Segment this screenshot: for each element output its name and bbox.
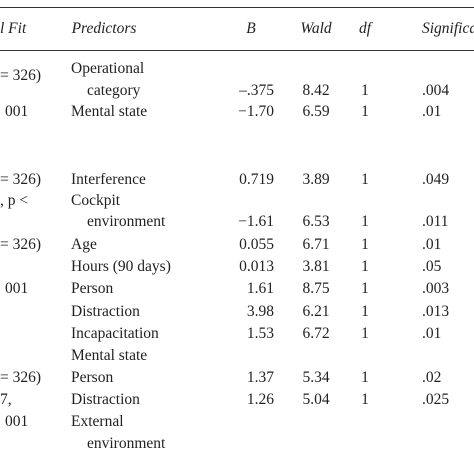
df-cell: 1 [361, 325, 369, 342]
df-cell: 1 [361, 236, 369, 253]
predictor-cell: External [71, 413, 124, 430]
B-cell: 0.013 [239, 258, 274, 275]
wald-cell: 5.04 [302, 391, 330, 408]
df-cell: 1 [361, 369, 369, 386]
wald-cell: 8.42 [302, 82, 330, 99]
header-cell: df [358, 20, 372, 37]
predictor-cell: category [87, 82, 141, 99]
wald-cell: 3.89 [302, 171, 330, 188]
significance-cell: .049 [422, 171, 450, 188]
B-cell: −1.70 [238, 103, 274, 120]
model-fit-cell: 001 [5, 280, 29, 297]
significance-cell: .003 [422, 280, 450, 297]
header-cell: Predictors [71, 20, 137, 37]
wald-cell: 6.59 [302, 103, 330, 120]
predictor-cell: Person [71, 280, 114, 297]
predictor-cell: Person [71, 369, 114, 386]
significance-cell: .011 [422, 213, 449, 230]
model-fit-cell: = 326) [0, 369, 42, 386]
B-cell: −1.61 [238, 213, 274, 230]
df-cell: 1 [361, 280, 369, 297]
B-cell: –.375 [239, 82, 274, 99]
B-cell: 1.37 [246, 369, 274, 386]
model-fit-cell: , p < [0, 192, 29, 209]
wald-cell: 8.75 [302, 280, 330, 297]
B-cell: 1.61 [246, 280, 274, 297]
predictor-cell: environment [87, 213, 166, 230]
wald-cell: 3.81 [302, 258, 330, 275]
header-cell: Wald [300, 20, 332, 37]
B-cell: 3.98 [246, 303, 274, 320]
model-fit-cell: = 326) [0, 67, 42, 84]
top-rule [0, 7, 474, 8]
significance-cell: .01 [422, 236, 442, 253]
predictor-cell: Cockpit [71, 192, 121, 209]
wald-cell: 6.53 [302, 213, 330, 230]
predictor-cell: Distraction [71, 303, 140, 320]
predictor-cell: environment [87, 435, 166, 452]
model-fit-cell: = 326) [0, 171, 42, 188]
wald-cell: 6.71 [302, 236, 330, 253]
header-rule [0, 50, 474, 51]
significance-cell: .05 [422, 258, 442, 275]
header-cell: B [246, 20, 256, 37]
predictor-cell: Age [71, 236, 97, 253]
df-cell: 1 [361, 103, 369, 120]
predictor-cell: Interference [71, 171, 146, 188]
predictor-cell: Hours (90 days) [71, 258, 171, 275]
df-cell: 1 [361, 82, 369, 99]
model-fit-cell: 001 [5, 413, 29, 430]
B-cell: 1.26 [246, 391, 274, 408]
predictor-cell: Mental state [71, 347, 148, 364]
df-cell: 1 [361, 303, 369, 320]
predictor-cell: Incapacitation [71, 325, 159, 342]
significance-cell: .01 [422, 103, 442, 120]
model-fit-cell: 001 [5, 103, 29, 120]
significance-cell: .013 [422, 303, 450, 320]
predictor-cell: Mental state [71, 103, 148, 120]
B-cell: 1.53 [246, 325, 274, 342]
significance-cell: .025 [422, 391, 450, 408]
predictor-cell: Distraction [71, 391, 140, 408]
df-cell: 1 [361, 213, 369, 230]
df-cell: 1 [361, 391, 369, 408]
header-cell: l Fit [0, 20, 27, 37]
B-cell: 0.719 [239, 171, 274, 188]
significance-cell: .02 [422, 369, 442, 386]
significance-cell: .004 [422, 82, 450, 99]
significance-cell: .01 [422, 325, 442, 342]
B-cell: 0.055 [239, 236, 274, 253]
df-cell: 1 [361, 171, 369, 188]
model-fit-cell: = 326) [0, 236, 42, 253]
header-cell: Significanc [422, 20, 474, 37]
df-cell: 1 [361, 258, 369, 275]
wald-cell: 5.34 [302, 369, 330, 386]
wald-cell: 6.21 [302, 303, 330, 320]
model-fit-cell: 7, [0, 391, 12, 408]
wald-cell: 6.72 [302, 325, 330, 342]
predictor-cell: Operational [71, 60, 145, 77]
